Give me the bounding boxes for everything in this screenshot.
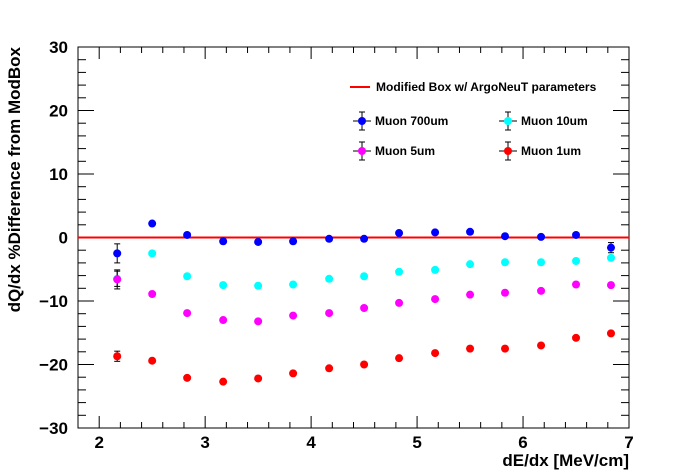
y-axis-title: dQ/dx %Difference from ModBox	[5, 46, 24, 312]
x-tick-label: 7	[624, 433, 633, 452]
x-tick-label: 2	[94, 433, 103, 452]
data-point	[148, 219, 157, 228]
data-point	[325, 309, 334, 318]
data-point	[325, 234, 334, 243]
data-point	[431, 349, 440, 358]
data-point	[501, 232, 510, 241]
data-point	[501, 258, 510, 267]
data-point	[183, 272, 192, 281]
data-point	[431, 228, 440, 237]
data-point	[431, 265, 440, 274]
data-point	[289, 369, 298, 378]
axis-ticks	[77, 46, 630, 429]
data-point	[395, 298, 404, 307]
legend-label: Muon 1um	[521, 144, 581, 158]
data-point	[537, 232, 546, 241]
data-series	[113, 219, 615, 386]
series-muon-5um	[113, 269, 615, 326]
data-point	[395, 229, 404, 238]
data-point	[360, 303, 369, 312]
data-point	[183, 309, 192, 318]
legend-label: Muon 700um	[375, 114, 448, 128]
data-point	[254, 237, 263, 246]
data-point	[572, 280, 581, 289]
data-point	[572, 333, 581, 342]
data-point	[572, 230, 581, 239]
data-point	[254, 317, 263, 326]
data-point	[113, 352, 122, 361]
x-axis-title: dE/dx [MeV/cm]	[502, 451, 629, 470]
data-point	[360, 360, 369, 369]
legend-label: Modified Box w/ ArgoNeuT parameters	[376, 80, 597, 94]
data-point	[466, 290, 475, 299]
data-point	[606, 243, 615, 252]
data-point	[148, 290, 157, 299]
y-tick-label: −10	[39, 292, 68, 311]
legend-marker	[358, 147, 366, 155]
data-point	[606, 329, 615, 338]
data-point	[289, 237, 298, 246]
data-point	[395, 267, 404, 276]
data-point	[431, 295, 440, 304]
series-muon-700um	[113, 219, 615, 264]
data-point	[360, 272, 369, 281]
x-tick-label: 3	[200, 433, 209, 452]
data-point	[183, 373, 192, 382]
data-point	[148, 356, 157, 365]
data-point	[289, 311, 298, 320]
data-point	[289, 280, 298, 289]
data-point	[325, 364, 334, 373]
data-point	[113, 275, 122, 284]
data-point	[537, 258, 546, 267]
legend-label: Muon 5um	[375, 144, 435, 158]
legend-marker	[504, 117, 512, 125]
y-tick-label: 0	[59, 229, 68, 248]
data-point	[219, 316, 228, 325]
y-tick-label: 30	[49, 38, 68, 57]
data-point	[466, 260, 475, 269]
data-point	[148, 249, 157, 258]
series-muon-10um	[113, 249, 615, 290]
data-point	[254, 374, 263, 383]
y-tick-label: −30	[39, 419, 68, 438]
tick-labels: 2 3 4 5 6 7 −30 −20 −10 0 10 20 30	[39, 38, 634, 452]
y-tick-label: 10	[49, 165, 68, 184]
data-point	[501, 344, 510, 353]
data-point	[219, 237, 228, 246]
x-tick-label: 6	[518, 433, 527, 452]
data-point	[572, 256, 581, 265]
data-point	[466, 227, 475, 236]
data-point	[183, 230, 192, 239]
legend-marker	[504, 147, 512, 155]
x-tick-label: 5	[412, 433, 421, 452]
y-tick-label: 20	[49, 102, 68, 121]
data-point	[113, 249, 122, 258]
data-point	[537, 286, 546, 295]
y-tick-label: −20	[39, 356, 68, 375]
data-point	[606, 253, 615, 262]
data-point	[395, 354, 404, 363]
legend-label: Muon 10um	[521, 114, 588, 128]
legend: Modified Box w/ ArgoNeuT parameters Muon …	[350, 80, 597, 161]
data-point	[219, 281, 228, 290]
series-muon-1um	[113, 329, 615, 386]
data-point	[254, 281, 263, 290]
data-point	[466, 344, 475, 353]
data-point	[606, 281, 615, 290]
data-point	[325, 274, 334, 283]
data-point	[219, 377, 228, 386]
data-point	[501, 288, 510, 297]
legend-marker	[358, 117, 366, 125]
x-tick-label: 4	[306, 433, 316, 452]
data-point	[537, 341, 546, 350]
data-point	[360, 234, 369, 243]
